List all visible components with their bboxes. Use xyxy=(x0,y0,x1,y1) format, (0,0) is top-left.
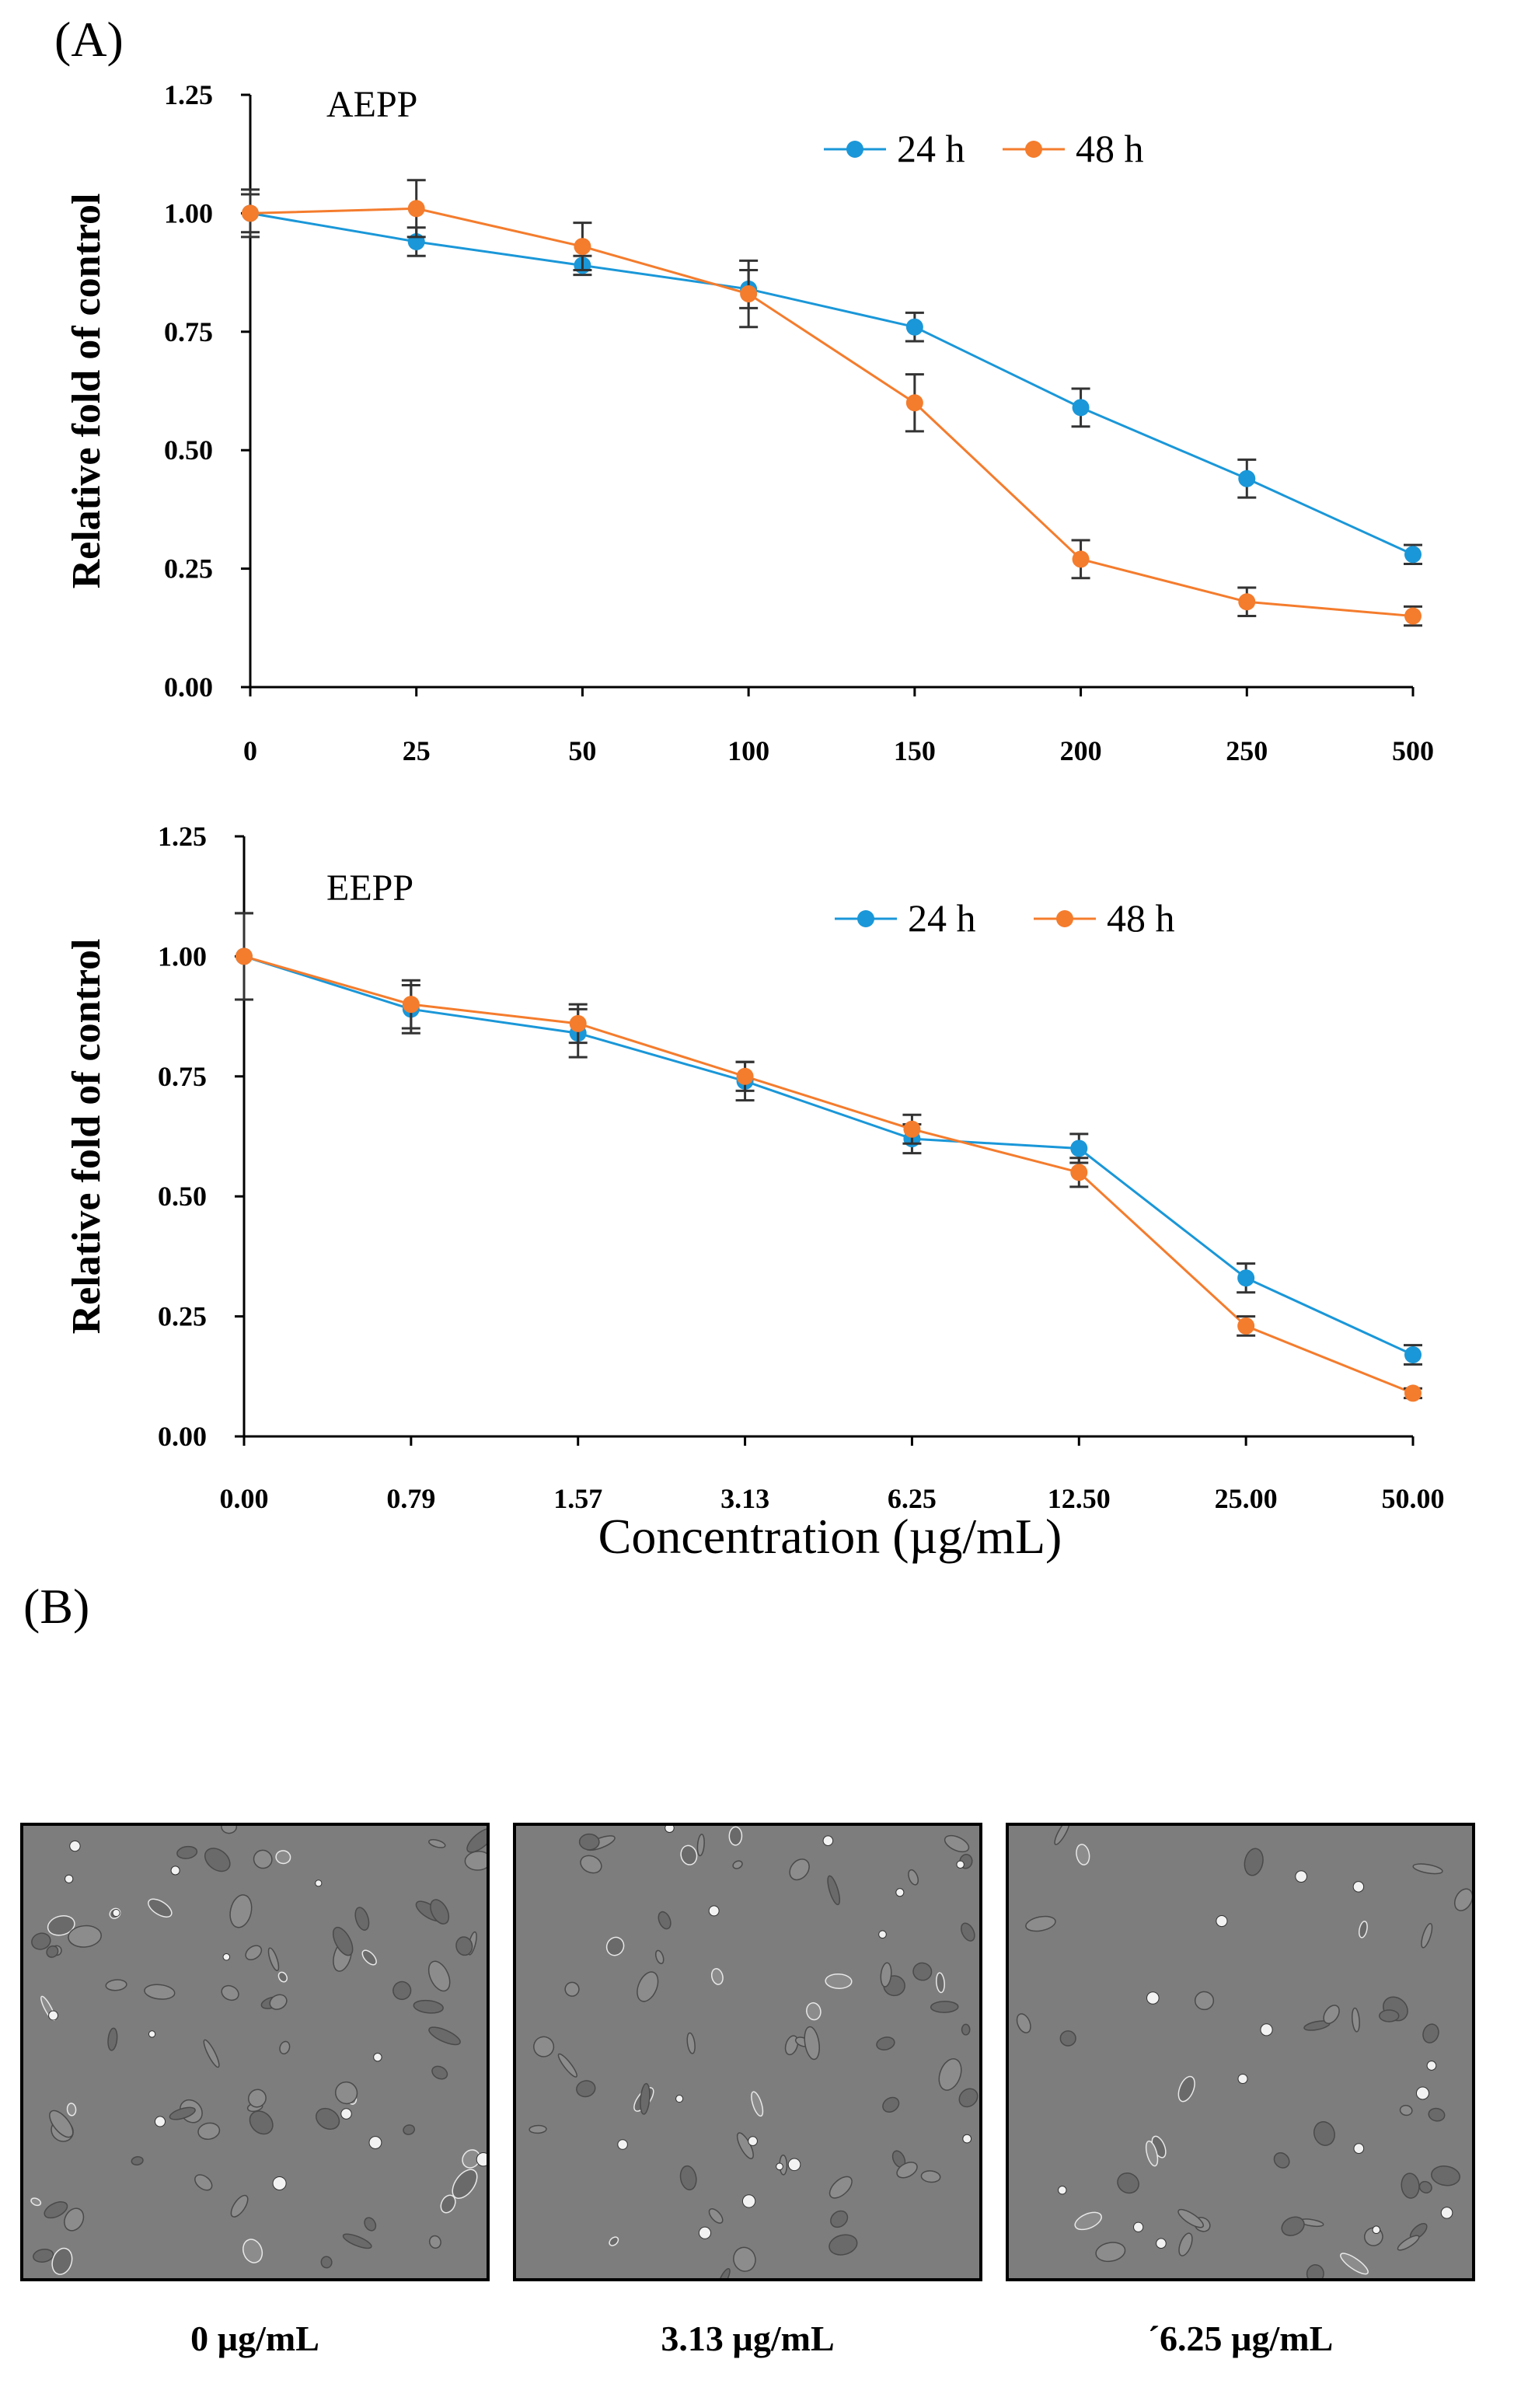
data-point-0-1-1 xyxy=(407,200,425,218)
legend-label-0-1: 48 h xyxy=(1076,127,1144,170)
x-tick-label-1-1: 0.79 xyxy=(386,1483,435,1514)
x-tick-label-1-0: 0.00 xyxy=(220,1483,269,1514)
series-line-0-0 xyxy=(249,211,1414,556)
data-point-0-0-6 xyxy=(1238,469,1256,487)
y-tick-label-1-2: 0.50 xyxy=(158,1181,207,1212)
legend-label-1-1: 48 h xyxy=(1107,896,1175,940)
x-tick-label-0-1: 25 xyxy=(403,735,431,766)
data-point-0-1-6 xyxy=(1238,593,1256,611)
data-point-1-1-3 xyxy=(736,1067,754,1085)
data-point-0-1-7 xyxy=(1404,607,1422,625)
data-point-1-0-7 xyxy=(1404,1346,1422,1364)
line-charts: 0.00 0.25 0.50 0.75 1.00 1.25 0 25 50 100 150 200 25… xyxy=(65,79,1445,1564)
x-tick-label-1-4: 6.25 xyxy=(888,1483,937,1514)
y-tick-label-1-3: 0.75 xyxy=(158,1061,207,1092)
x-axis-label-1: Concentration (µg/mL) xyxy=(598,1509,1062,1564)
data-point-0-1-3 xyxy=(740,285,758,303)
y-tick-label-0-0: 0.00 xyxy=(164,672,213,703)
legend-marker-0-1 xyxy=(1025,141,1042,158)
panel-a-label: (A) xyxy=(54,12,124,67)
micrograph-image-2 xyxy=(1009,1826,1472,2278)
y-tick-label-0-4: 1.00 xyxy=(164,197,213,229)
data-point-0-1-2 xyxy=(574,238,591,256)
micrograph-image-0 xyxy=(23,1826,487,2278)
x-tick-label-0-4: 150 xyxy=(894,735,936,766)
series-line-1-0 xyxy=(243,954,1414,1356)
panel-b-label: (B) xyxy=(23,1579,90,1634)
x-tick-label-1-5: 12.50 xyxy=(1048,1483,1111,1514)
x-tick-label-0-5: 200 xyxy=(1060,735,1102,766)
series-line-0-1 xyxy=(249,207,1414,618)
x-tick-label-1-3: 3.13 xyxy=(720,1483,769,1514)
micrograph-1 xyxy=(513,1823,982,2281)
data-point-0-1-4 xyxy=(905,394,923,412)
data-point-1-1-6 xyxy=(1237,1317,1255,1335)
data-point-0-0-5 xyxy=(1072,399,1090,417)
data-point-0-1-0 xyxy=(242,204,259,222)
legend-marker-0-0 xyxy=(846,141,863,158)
y-axis-label-1: Relative fold of control xyxy=(65,939,109,1335)
data-point-1-0-6 xyxy=(1237,1269,1255,1287)
micrograph-image-1 xyxy=(516,1826,979,2278)
x-tick-label-1-6: 25.00 xyxy=(1215,1483,1278,1514)
micrograph-caption-0: 0 µg/mL xyxy=(190,2319,319,2358)
data-point-0-1-5 xyxy=(1072,550,1090,568)
y-tick-label-0-5: 1.25 xyxy=(164,79,213,110)
chart-title-1: EEPP xyxy=(326,867,413,909)
micrograph-2 xyxy=(1006,1823,1475,2281)
data-point-1-1-5 xyxy=(1070,1164,1088,1181)
data-point-1-1-1 xyxy=(402,996,420,1014)
data-point-1-0-5 xyxy=(1070,1139,1088,1157)
series-line-1-1 xyxy=(243,954,1414,1394)
chart-title-0: AEPP xyxy=(326,84,417,125)
legend-label-0-0: 24 h xyxy=(897,127,965,170)
micrograph-caption-1: 3.13 µg/mL xyxy=(661,2319,835,2358)
data-point-1-1-0 xyxy=(235,947,253,965)
y-tick-label-1-0: 0.00 xyxy=(158,1421,207,1452)
y-tick-label-1-1: 0.25 xyxy=(158,1301,207,1332)
y-tick-label-1-5: 1.25 xyxy=(158,821,207,852)
micrograph-0 xyxy=(20,1823,490,2281)
x-tick-label-0-6: 250 xyxy=(1226,735,1268,766)
data-point-1-1-4 xyxy=(903,1120,921,1138)
x-tick-label-1-7: 50.00 xyxy=(1382,1483,1445,1514)
data-point-0-0-4 xyxy=(905,318,923,336)
x-tick-label-0-2: 50 xyxy=(568,735,596,766)
y-tick-label-0-3: 0.75 xyxy=(164,316,213,347)
y-tick-label-1-4: 1.00 xyxy=(158,941,207,972)
legend-marker-1-0 xyxy=(857,910,874,927)
x-tick-label-0-7: 500 xyxy=(1392,735,1434,766)
data-point-0-0-7 xyxy=(1404,546,1422,564)
data-point-1-1-7 xyxy=(1404,1384,1422,1402)
x-tick-label-0-0: 0 xyxy=(243,735,257,766)
micrograph-caption-2: ´6.25 µg/mL xyxy=(1147,2319,1334,2358)
y-tick-label-0-2: 0.50 xyxy=(164,434,213,466)
x-tick-label-1-2: 1.57 xyxy=(553,1483,602,1514)
y-tick-label-0-1: 0.25 xyxy=(164,553,213,585)
data-point-1-1-2 xyxy=(569,1014,587,1032)
legend-marker-1-1 xyxy=(1056,910,1073,927)
y-axis-label-0: Relative fold of control xyxy=(65,194,109,589)
x-tick-label-0-3: 100 xyxy=(727,735,769,766)
legend-label-1-0: 24 h xyxy=(908,896,976,940)
